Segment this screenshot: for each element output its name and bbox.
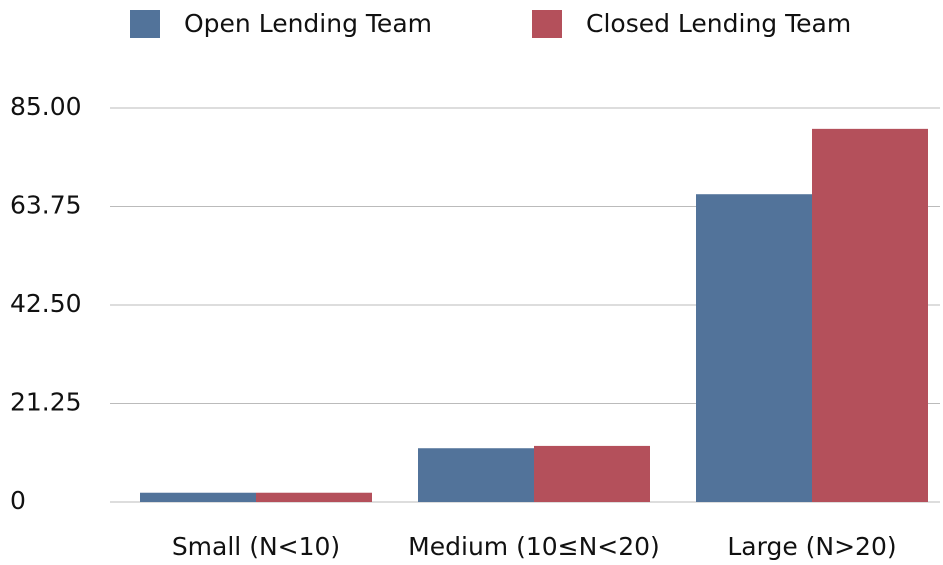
- x-tick-label: Medium (10≤N<20): [408, 532, 660, 561]
- bar: [812, 128, 928, 502]
- x-tick-label: Small (N<10): [172, 532, 340, 561]
- y-tick-label: 21.25: [10, 388, 82, 417]
- bar: [140, 492, 256, 502]
- y-tick-label: 63.75: [10, 191, 82, 220]
- legend-label: Open Lending Team: [184, 9, 432, 38]
- y-tick-label: 42.50: [10, 289, 82, 318]
- legend-swatch: [130, 10, 160, 38]
- x-tick-label: Large (N>20): [727, 532, 896, 561]
- bar: [256, 492, 372, 502]
- bar: [418, 448, 534, 502]
- bar: [696, 194, 812, 502]
- legend-label: Closed Lending Team: [586, 9, 851, 38]
- legend-swatch: [532, 10, 562, 38]
- y-tick-label: 85.00: [10, 92, 82, 121]
- bar: [534, 445, 650, 502]
- y-tick-label: 0: [10, 486, 26, 515]
